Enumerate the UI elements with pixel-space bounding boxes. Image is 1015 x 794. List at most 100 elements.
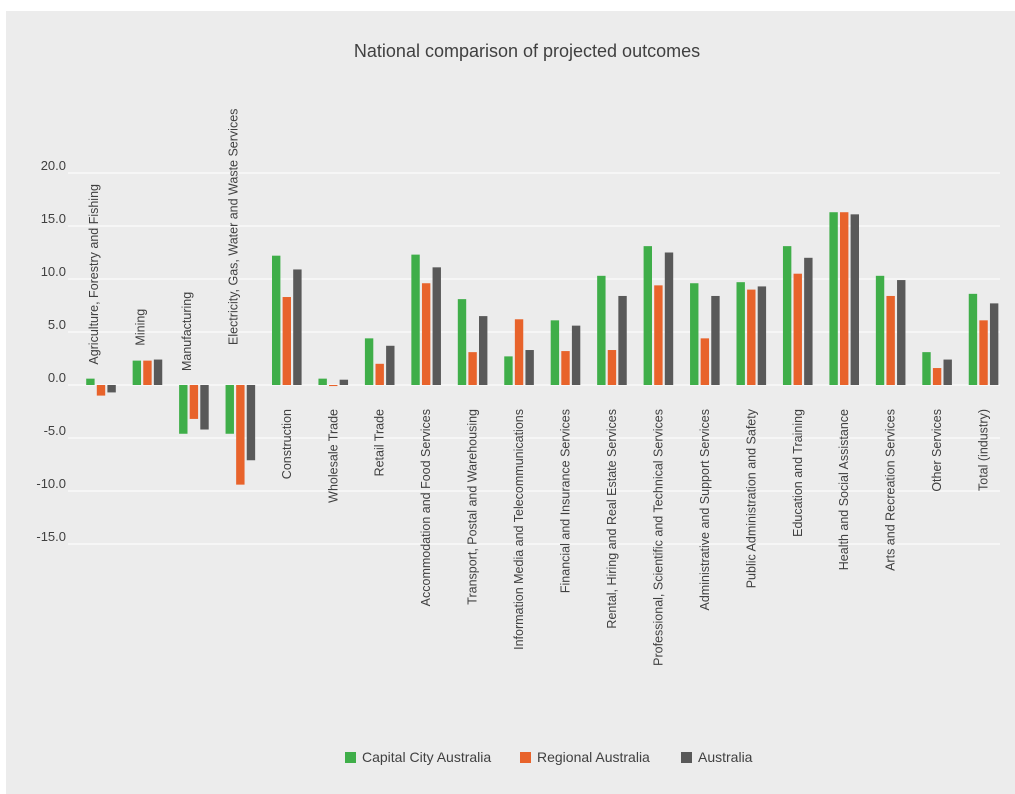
category-label-retail-trade: Retail Trade (373, 409, 387, 476)
bar-capital-city-australia-electricity-gas-water-and-waste-services (225, 385, 234, 434)
bar-regional-australia-total-industry (979, 320, 988, 385)
bar-australia-administrative-and-support-services (711, 295, 720, 385)
category-label-mining: Mining (133, 309, 147, 346)
bar-capital-city-australia-financial-and-insurance-services (550, 320, 560, 385)
bar-australia-other-services (943, 359, 952, 385)
bar-regional-australia-electricity-gas-water-and-waste-services (236, 385, 245, 485)
bar-regional-australia-education-and-training (793, 273, 802, 385)
y-tick-label: 0.0 (48, 370, 66, 385)
chart-canvas: National comparison of projected outcome… (36, 41, 1000, 765)
bar-regional-australia-wholesale-trade (329, 385, 338, 387)
category-label-accommodation-and-food-services: Accommodation and Food Services (419, 409, 433, 606)
bar-regional-australia-agriculture-forestry-and-fishing (96, 385, 106, 396)
bar-australia-construction (293, 269, 302, 385)
bar-regional-australia-manufacturing (189, 385, 199, 419)
category-label-total-industry: Total (industry) (977, 409, 991, 491)
grid-layer (68, 172, 1000, 545)
bar-australia-mining (153, 359, 163, 385)
bar-regional-australia-arts-and-recreation-services (886, 295, 895, 385)
bar-australia-wholesale-trade (339, 379, 349, 385)
y-tick-label: 15.0 (41, 211, 66, 226)
category-label-information-media-and-telecommunications: Information Media and Telecommunications (512, 409, 526, 650)
bar-australia-retail-trade (386, 345, 395, 385)
bar-capital-city-australia-manufacturing (179, 385, 188, 434)
category-label-administrative-and-support-services: Administrative and Support Services (698, 409, 712, 610)
bar-capital-city-australia-education-and-training (782, 246, 792, 385)
y-tick-label: 20.0 (41, 158, 66, 173)
category-label-construction: Construction (280, 409, 294, 479)
y-axis-ticks: 20.0 15.0 10.0 5.0 0.0 -5.0 -10.0 -15.0 (36, 158, 66, 544)
bar-capital-city-australia-professional-scientific-and-technical-services (643, 246, 652, 385)
bar-capital-city-australia-wholesale-trade (318, 378, 327, 385)
category-label-wholesale-trade: Wholesale Trade (326, 409, 340, 503)
bar-capital-city-australia-accommodation-and-food-services (411, 254, 420, 385)
category-label-arts-and-recreation-services: Arts and Recreation Services (884, 409, 898, 571)
bar-capital-city-australia-agriculture-forestry-and-fishing (86, 378, 95, 385)
bar-capital-city-australia-retail-trade (364, 338, 374, 385)
category-label-agriculture-forestry-and-fishing: Agriculture, Forestry and Fishing (87, 184, 101, 365)
y-tick-label: 5.0 (48, 317, 66, 332)
bar-regional-australia-information-media-and-telecommunications (514, 319, 524, 385)
bar-australia-transport-postal-and-warehousing (479, 316, 488, 385)
bar-australia-information-media-and-telecommunications (525, 350, 534, 385)
bar-capital-city-australia-mining (132, 360, 142, 385)
bar-capital-city-australia-transport-postal-and-warehousing (457, 299, 467, 385)
bar-australia-rental-hiring-and-real-estate-services (618, 295, 627, 385)
legend: Capital City Australia Regional Australia… (345, 749, 753, 765)
bar-regional-australia-other-services (932, 368, 942, 385)
bar-capital-city-australia-arts-and-recreation-services (875, 275, 885, 385)
legend-label-regional-australia: Regional Australia (537, 749, 650, 765)
chart-frame: National comparison of projected outcome… (6, 11, 1015, 794)
bar-regional-australia-construction (282, 297, 291, 385)
category-label-electricity-gas-water-and-waste-services: Electricity, Gas, Water and Waste Servic… (226, 109, 240, 345)
bar-australia-financial-and-insurance-services (571, 325, 581, 385)
chart-title: National comparison of projected outcome… (354, 41, 700, 61)
bar-capital-city-australia-administrative-and-support-services (690, 283, 699, 385)
legend-swatch-regional-australia (520, 752, 531, 763)
y-tick-label: -5.0 (44, 423, 66, 438)
bar-regional-australia-health-and-social-assistance (840, 212, 849, 385)
category-label-transport-postal-and-warehousing: Transport, Postal and Warehousing (466, 409, 480, 605)
bar-australia-professional-scientific-and-technical-services (664, 252, 674, 385)
category-label-other-services: Other Services (930, 409, 944, 492)
bar-capital-city-australia-information-media-and-telecommunications (504, 356, 513, 385)
bar-australia-accommodation-and-food-services (432, 267, 441, 385)
bar-australia-education-and-training (804, 257, 813, 385)
bar-australia-public-administration-and-safety (757, 286, 767, 385)
legend-label-australia: Australia (698, 749, 753, 765)
category-label-education-and-training: Education and Training (791, 409, 805, 537)
bar-regional-australia-financial-and-insurance-services (561, 351, 570, 385)
bar-regional-australia-retail-trade (375, 363, 384, 385)
category-labels: Agriculture, Forestry and Fishing Mining M… (87, 109, 991, 666)
bar-australia-agriculture-forestry-and-fishing (107, 385, 116, 393)
bar-regional-australia-rental-hiring-and-real-estate-services (607, 350, 617, 385)
bar-layer (86, 212, 999, 485)
bar-capital-city-australia-rental-hiring-and-real-estate-services (597, 275, 606, 385)
bar-capital-city-australia-construction (272, 255, 281, 385)
bar-australia-total-industry (989, 303, 999, 385)
bar-regional-australia-administrative-and-support-services (700, 338, 710, 385)
bar-regional-australia-accommodation-and-food-services (421, 283, 431, 385)
category-label-manufacturing: Manufacturing (180, 292, 194, 371)
bar-capital-city-australia-health-and-social-assistance (829, 212, 838, 385)
legend-label-capital-city-australia: Capital City Australia (362, 749, 491, 765)
y-tick-label: -10.0 (36, 476, 66, 491)
legend-swatch-australia (681, 752, 692, 763)
bar-australia-health-and-social-assistance (850, 214, 859, 385)
bar-australia-electricity-gas-water-and-waste-services (246, 385, 256, 461)
bar-capital-city-australia-total-industry (968, 293, 978, 385)
category-label-public-administration-and-safety: Public Administration and Safety (744, 408, 758, 588)
y-tick-label: 10.0 (41, 264, 66, 279)
bar-regional-australia-professional-scientific-and-technical-services (654, 285, 663, 385)
bar-australia-manufacturing (200, 385, 209, 430)
category-label-health-and-social-assistance: Health and Social Assistance (837, 409, 851, 570)
bar-capital-city-australia-other-services (922, 352, 931, 385)
bar-regional-australia-transport-postal-and-warehousing (468, 352, 477, 385)
category-label-professional-scientific-and-technical-services: Professional, Scientific and Technical S… (651, 409, 665, 666)
category-label-rental-hiring-and-real-estate-services: Rental, Hiring and Real Estate Services (605, 409, 619, 629)
bar-australia-arts-and-recreation-services (897, 280, 906, 385)
bar-regional-australia-public-administration-and-safety (747, 289, 756, 385)
bar-regional-australia-mining (143, 360, 152, 385)
legend-swatch-capital-city-australia (345, 752, 356, 763)
y-tick-label: -15.0 (36, 529, 66, 544)
